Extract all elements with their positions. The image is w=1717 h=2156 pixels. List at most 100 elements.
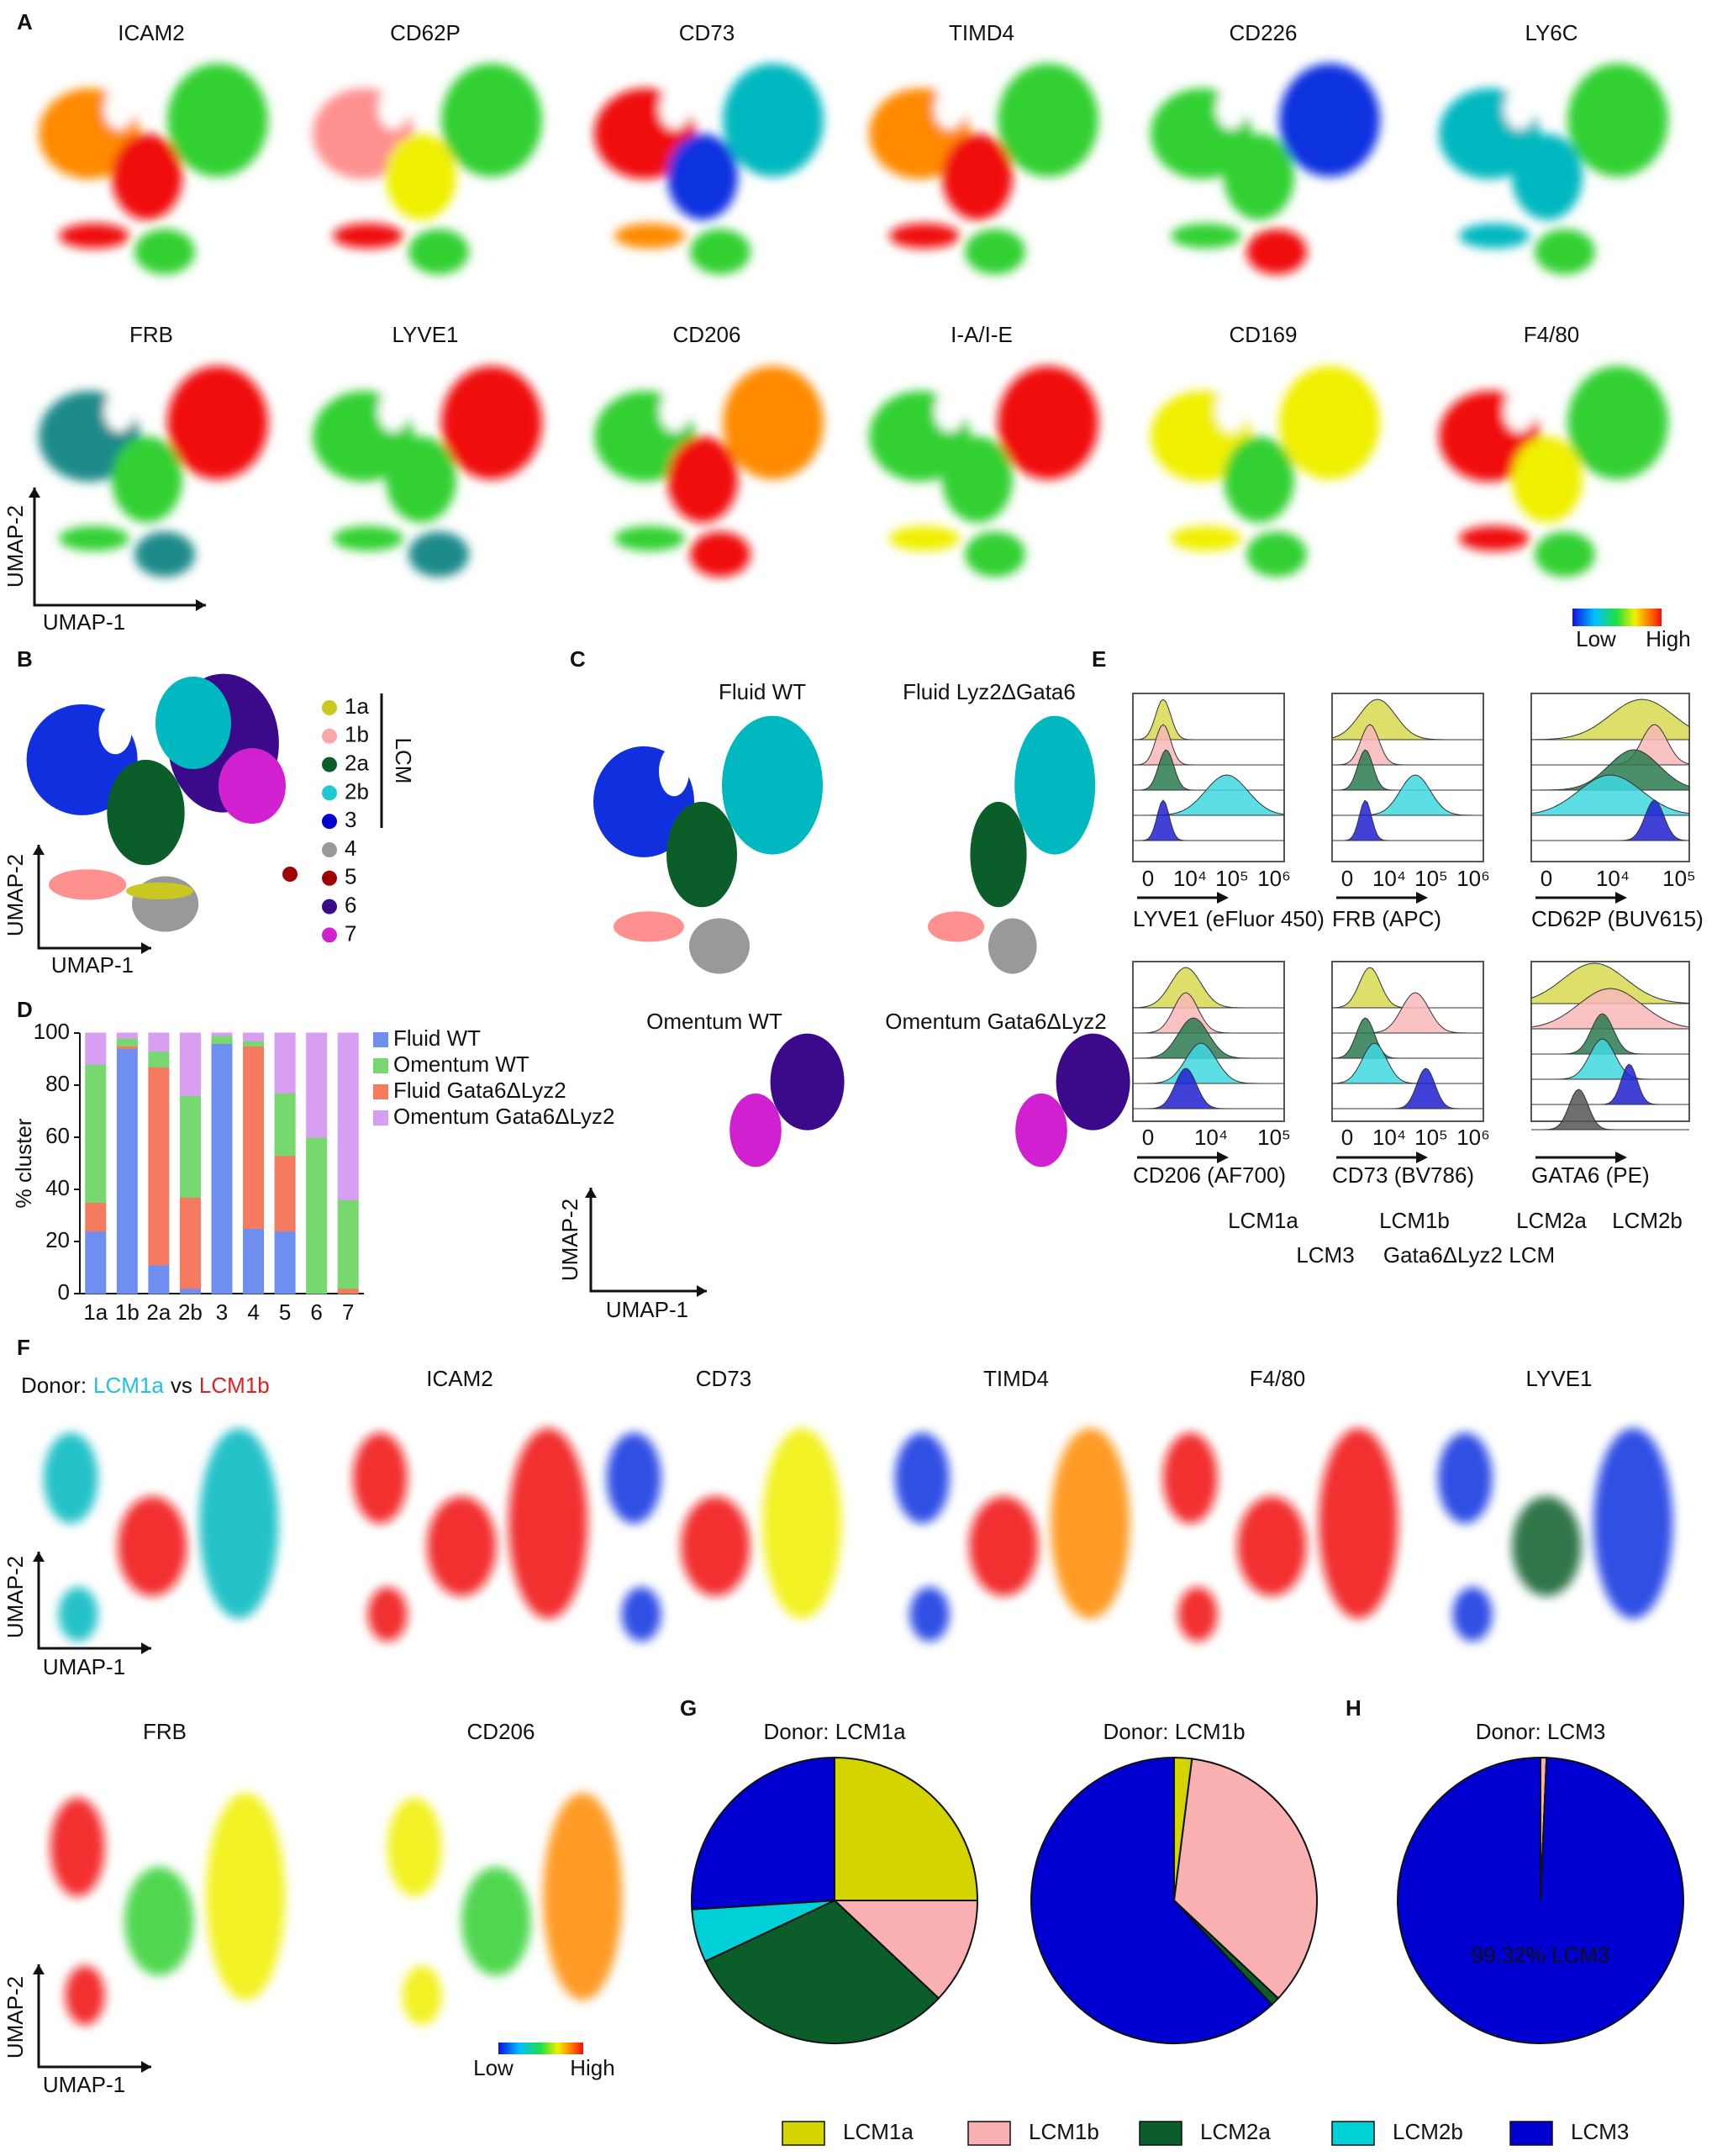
umap-region: [998, 366, 1098, 480]
histogram-label: CD206 (AF700): [1133, 1162, 1286, 1188]
umap-hole: [724, 1054, 746, 1090]
bar-segment: [85, 1231, 107, 1294]
umap-hole: [660, 391, 690, 432]
colorbar-low: Low: [1576, 626, 1616, 651]
umap-region: [1459, 223, 1530, 249]
marker-title: CD226: [1230, 20, 1298, 45]
umap-region: [1224, 436, 1294, 523]
panel-letter: B: [17, 646, 33, 672]
histogram-tick: 10⁵: [1215, 866, 1249, 891]
legend-label: Gata6ΔLyz2 LCM: [1383, 1242, 1555, 1268]
umap-region: [942, 436, 1013, 523]
marker-title: ICAM2: [426, 1366, 492, 1391]
marker-title: CD73: [679, 20, 735, 45]
x-tick-label: 2a: [146, 1299, 171, 1325]
umap-plot: [593, 715, 823, 974]
umap-plot: [387, 1792, 623, 2026]
umap-region: [333, 223, 403, 249]
umap-title: Fluid WT: [719, 679, 806, 704]
umap-plot: [911, 715, 1096, 974]
umap-hole: [1216, 391, 1246, 432]
umap-region: [1177, 1587, 1218, 1642]
umap-region: [134, 531, 195, 577]
umap-plot: [313, 63, 542, 275]
umap-y-label: UMAP-2: [3, 1976, 28, 2058]
umap-region: [48, 869, 127, 900]
umap-region: [1512, 134, 1583, 220]
legend-label: 3: [345, 807, 356, 832]
legend-swatch: [373, 1058, 388, 1073]
arrow-head: [585, 1188, 597, 1198]
umap-region: [1171, 223, 1241, 249]
umap-region: [543, 1792, 623, 2000]
umap-region: [59, 525, 129, 551]
umap-region: [746, 1174, 791, 1214]
histogram-tick: 0: [1341, 1125, 1353, 1150]
histogram-tick: 0: [1541, 866, 1552, 891]
umap-region: [206, 1792, 286, 2000]
umap-plot: [43, 1428, 279, 1642]
legend-dot: [322, 756, 337, 772]
donor-label: Donor: LCM1a vs LCM1b: [21, 1373, 270, 1398]
bar-segment: [148, 1032, 170, 1052]
umap-region: [155, 677, 231, 769]
bar-segment: [337, 1032, 359, 1200]
legend-swatch: [373, 1032, 388, 1047]
legend-label: 2b: [345, 778, 369, 804]
legend-label: LCM2b: [1612, 1208, 1683, 1233]
arrow-head: [1416, 1152, 1428, 1163]
umap-region: [1171, 525, 1241, 551]
legend-label: 2a: [345, 750, 369, 775]
umap-region: [386, 436, 456, 523]
umap-region: [1512, 1496, 1582, 1596]
umap-plot: [50, 1792, 286, 2026]
umap-region: [387, 1797, 442, 1897]
umap-region: [1535, 531, 1595, 577]
x-tick-label: 5: [279, 1299, 291, 1325]
histogram-row: [1332, 774, 1483, 816]
umap-hole: [1216, 88, 1246, 129]
umap-region: [124, 1867, 194, 1976]
legend-label: 5: [345, 864, 356, 889]
umap-plot: [39, 63, 268, 275]
umap-region: [1032, 1174, 1077, 1214]
arrow-head: [33, 1552, 45, 1562]
umap-region: [402, 1965, 442, 2026]
umap-region: [333, 525, 403, 551]
legend-swatch: [373, 1084, 388, 1099]
legend-swatch: [1331, 2121, 1375, 2146]
panel-letter: A: [17, 9, 33, 34]
umap-region: [1014, 715, 1096, 855]
bar-segment: [243, 1046, 265, 1229]
umap-region: [167, 366, 268, 480]
umap-plot: [39, 366, 268, 577]
umap-y-label: UMAP-2: [557, 1199, 582, 1281]
bar-segment: [148, 1264, 170, 1294]
arrow-head: [141, 942, 151, 954]
histogram-tick: 10⁴: [1596, 866, 1630, 891]
umap-plot: [894, 1428, 1130, 1642]
umap-axis: [37, 1964, 151, 2069]
histogram-row: [1133, 799, 1284, 841]
umap-region: [58, 1587, 98, 1642]
umap-axis: [589, 1188, 707, 1293]
bar-segment: [211, 1035, 233, 1044]
pie-title: Donor: LCM3: [1476, 1719, 1606, 1744]
y-tick-label: 100: [34, 1019, 70, 1044]
umap-title: Omentum WT: [646, 1009, 782, 1034]
pie-value-label: 99.32% LCM3: [1472, 1943, 1610, 1968]
umap-plot: [1439, 366, 1668, 577]
bar-segment: [211, 1032, 233, 1036]
umap-region: [1512, 436, 1583, 523]
x-tick-label: 1b: [115, 1299, 140, 1325]
umap-region: [461, 1867, 531, 1976]
umap-hole: [660, 88, 690, 129]
x-tick-label: 4: [247, 1299, 259, 1325]
umap-x-label: UMAP-1: [43, 1654, 125, 1679]
umap-plot: [1151, 366, 1380, 577]
bar-segment: [243, 1228, 265, 1294]
bar-segment: [116, 1032, 138, 1039]
umap-x-label: UMAP-1: [43, 609, 125, 635]
umap-region: [762, 1428, 842, 1619]
histogram-row: [1332, 799, 1483, 841]
